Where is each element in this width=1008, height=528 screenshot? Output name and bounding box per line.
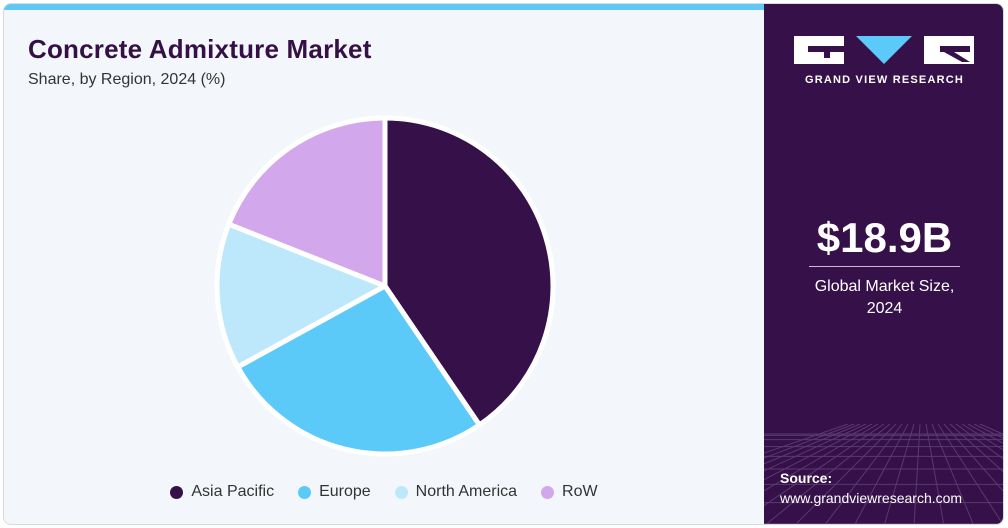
grid-line [764, 424, 849, 454]
grid-line [884, 424, 915, 524]
legend-item-asia-pacific: Asia Pacific [170, 483, 274, 501]
chart-panel: Concrete Admixture Market Share, by Regi… [4, 4, 764, 524]
grid-line [949, 424, 1003, 473]
chart-legend: Asia Pacific Europe North America RoW [4, 480, 764, 504]
grand-view-research-logo [794, 36, 974, 64]
grid-line [913, 424, 921, 524]
legend-swatch [298, 485, 312, 499]
pie-slice-asia-pacific [382, 115, 556, 428]
pie-slice-north-america [214, 221, 388, 370]
market-size-label-line2: 2024 [866, 300, 903, 317]
legend-label: Europe [319, 483, 371, 500]
divider-line [809, 266, 960, 267]
sidebar-panel: GRAND VIEW RESEARCH $18.9B Global Market… [764, 4, 1003, 524]
source-label: Source: [780, 470, 833, 486]
legend-swatch [394, 485, 408, 499]
brand-name: GRAND VIEW RESEARCH [804, 74, 965, 86]
infographic-card: Concrete Admixture Market Share, by Regi… [3, 3, 1004, 525]
market-size-label: Global Market Size, 2024 [764, 276, 1003, 320]
legend-swatch [541, 485, 555, 499]
market-size-label-line1: Global Market Size, [814, 278, 955, 295]
grid-line [764, 424, 861, 465]
grid-line [943, 424, 1003, 492]
legend-label: North America [415, 483, 518, 500]
grid-line [967, 424, 1003, 444]
market-size-value: $18.9B [816, 214, 953, 261]
grid-line [931, 424, 974, 524]
grid-line [765, 424, 891, 524]
legend-item-north-america: North America [394, 483, 518, 501]
grid-line [955, 424, 1003, 460]
grid-line [795, 424, 897, 524]
legend-swatch [170, 485, 184, 499]
source-url: www.grandviewresearch.com [780, 490, 963, 506]
grid-line [764, 424, 879, 492]
grid-line [824, 424, 903, 524]
legend-item-row: RoW [541, 483, 598, 501]
grid-line [854, 424, 909, 524]
grid-line [764, 424, 885, 507]
legend-label: RoW [562, 483, 598, 500]
accent-bar [4, 4, 764, 10]
chart-title: Concrete Admixture Market [28, 34, 372, 64]
grid-line [925, 424, 945, 524]
grid-line [937, 424, 1003, 524]
pie-slice-europe [235, 283, 482, 457]
pie-slice-row [226, 115, 388, 289]
legend-item-europe: Europe [298, 483, 371, 501]
grid-line [764, 424, 867, 472]
decorative-grid [764, 424, 1003, 524]
grid-line [764, 424, 873, 481]
chart-subtitle: Share, by Region, 2024 (%) [28, 71, 226, 88]
grid-line [961, 424, 1003, 451]
pie-chart [214, 115, 556, 457]
grid-line [764, 424, 855, 459]
legend-label: Asia Pacific [191, 483, 275, 500]
